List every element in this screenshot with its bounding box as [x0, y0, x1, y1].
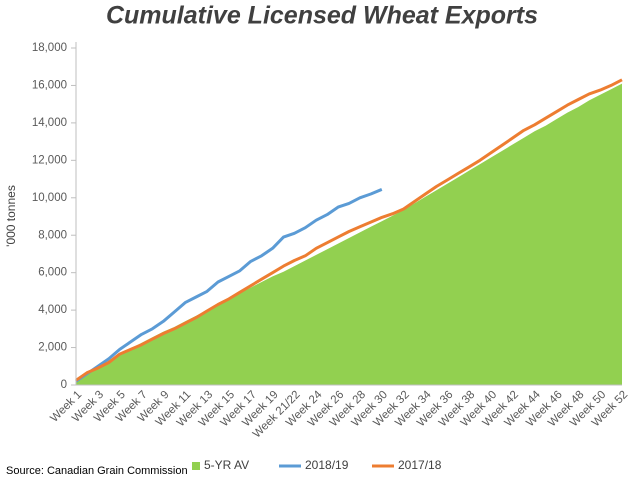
y-tick-label: 16,000: [32, 79, 67, 91]
line: [75, 78, 623, 382]
y-tick-label: 0: [61, 379, 67, 391]
source: Source: Canadian Grain Commission: [6, 465, 188, 477]
legend-label: 2017/18: [398, 458, 442, 472]
legend-label: 5-YR AV: [204, 458, 249, 472]
y-tick-label: 2,000: [38, 342, 67, 354]
y-tick-label: 12,000: [32, 154, 67, 166]
y-tick-label: 10,000: [32, 192, 67, 204]
y-tick-label: 6,000: [38, 267, 67, 279]
y-tick-label: 4,000: [38, 304, 67, 316]
legend-swatch: [192, 462, 200, 470]
y-tick-label: 18,000: [32, 42, 67, 54]
y-tick-label: 14,000: [32, 117, 67, 129]
chart-title: Cumulative Licensed Wheat Exports: [106, 2, 538, 30]
legend-label: 2018/19: [305, 458, 349, 472]
y-axis-label: '000 tonnes: [4, 185, 18, 247]
line: [75, 188, 383, 383]
area: [76, 83, 622, 385]
y-tick-label: 8,000: [38, 229, 67, 241]
